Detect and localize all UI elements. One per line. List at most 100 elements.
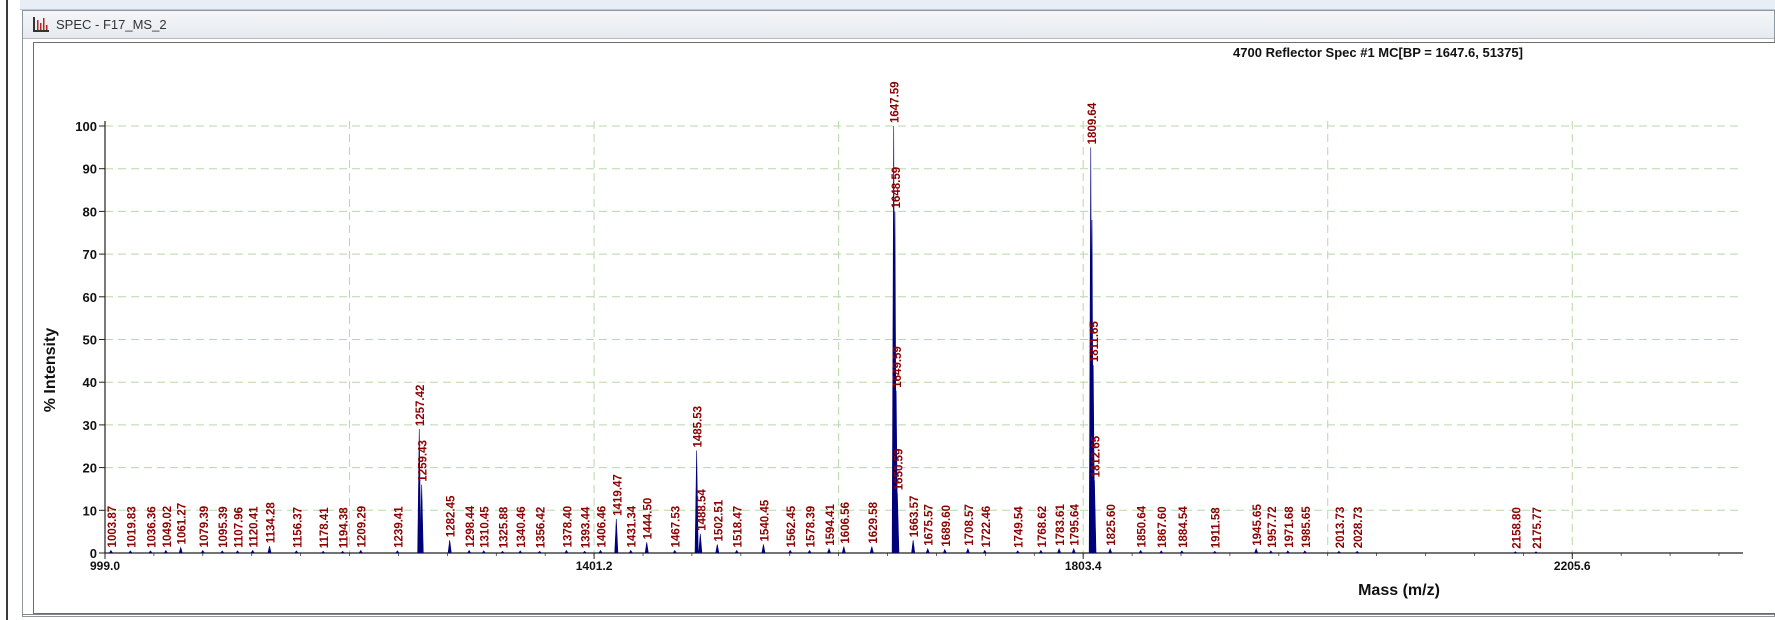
spectrum-peak xyxy=(1254,547,1259,554)
peak-label: 1134.28 xyxy=(266,502,278,544)
peak-label: 1502.51 xyxy=(713,499,725,541)
spectrum-peak xyxy=(1212,550,1218,554)
spectrum-icon xyxy=(33,17,49,32)
peak-label: 1259.43 xyxy=(418,440,430,482)
peak-label: 1257.42 xyxy=(415,385,427,427)
y-tick-label: 0 xyxy=(90,546,97,561)
x-tick-label: 1803.4 xyxy=(1065,559,1102,573)
spectrum-peak xyxy=(148,550,153,554)
plot-frame xyxy=(33,42,1775,614)
peak-label: 1825.60 xyxy=(1106,504,1118,546)
spectrum-trace xyxy=(108,125,1539,554)
peak-label: 1003.87 xyxy=(107,506,119,548)
spectrum-peak xyxy=(358,549,363,554)
peak-labels: 1003.87 1019.83 1036.36 1049.02 1061.27 1079.… xyxy=(107,81,1544,548)
spectrum-peak xyxy=(1015,550,1020,554)
spectrum-peak xyxy=(340,550,345,554)
y-tick-label: 60 xyxy=(83,290,97,305)
peak-label: 1884.54 xyxy=(1178,506,1190,548)
y-tick-label: 20 xyxy=(83,461,97,476)
spectrum-peak xyxy=(965,547,970,554)
spectrum-peak xyxy=(537,550,542,554)
window-titlebar[interactable]: SPEC - F17_MS_2 xyxy=(23,11,1774,39)
spectrum-peak xyxy=(447,540,452,554)
spectrum-peak xyxy=(841,546,846,554)
spectrum-peak xyxy=(827,547,832,554)
y-tick-label: 10 xyxy=(83,503,97,518)
spectrum-peak xyxy=(500,550,505,554)
y-tick-label: 30 xyxy=(83,418,97,433)
spectrum-peak xyxy=(419,484,424,554)
peak-label: 1178.41 xyxy=(319,507,331,549)
y-tick-label: 80 xyxy=(83,204,97,219)
peak-label: 1675.57 xyxy=(924,504,936,546)
peak-label: 1107.96 xyxy=(233,507,245,548)
peak-label: 1061.27 xyxy=(177,503,189,545)
spectrum-peak xyxy=(220,550,225,554)
spectrum-peak xyxy=(1533,551,1539,554)
spectrum-peak xyxy=(128,550,133,554)
x-tick-label: 2205.6 xyxy=(1554,559,1591,573)
peak-label: 1957.72 xyxy=(1267,506,1279,548)
spectrum-peak xyxy=(672,549,677,554)
peak-label: 1971.68 xyxy=(1284,506,1296,548)
window-bottom-border xyxy=(22,614,1775,615)
spectrum-peak xyxy=(1138,549,1143,554)
spectrum-peak xyxy=(715,544,720,554)
peak-label: 1325.88 xyxy=(498,506,510,548)
y-tick-label: 40 xyxy=(83,375,97,390)
peak-label: 1282.45 xyxy=(446,495,458,537)
spectrum-peak xyxy=(466,549,472,554)
outer-window-left-edge xyxy=(0,0,20,620)
spectrum-peak xyxy=(417,429,422,554)
spectrum-peak xyxy=(178,546,183,554)
spectrum-peak xyxy=(1179,550,1185,554)
peak-label: 1406.46 xyxy=(596,506,608,548)
peak-label: 2013.73 xyxy=(1335,507,1347,549)
peak-label: 1485.53 xyxy=(693,406,705,448)
spectrum-peak xyxy=(982,549,987,554)
spectrum-peak xyxy=(235,550,240,554)
peak-label: 2175.77 xyxy=(1532,507,1544,549)
spectrum-peak xyxy=(564,549,569,554)
spectrum-peak xyxy=(518,550,523,554)
peak-label: 1194.38 xyxy=(339,507,351,549)
peak-label: 1945.65 xyxy=(1252,504,1264,546)
spectrum-peak xyxy=(1108,547,1113,554)
spectrum-peak xyxy=(294,550,299,554)
peak-label: 1518.47 xyxy=(733,506,745,548)
peak-label: 1356.42 xyxy=(536,507,548,549)
spectrum-peak xyxy=(1354,550,1360,554)
spectrum-window: SPEC - F17_MS_2 xyxy=(22,10,1775,617)
x-tick-label: 999.0 xyxy=(90,559,120,573)
peak-label: 1036.36 xyxy=(146,506,158,548)
spectrum-peak xyxy=(614,518,619,554)
peak-label: 1708.57 xyxy=(964,504,976,546)
peak-label: 1079.39 xyxy=(199,506,211,548)
peak-label: 1606.56 xyxy=(840,502,852,544)
peak-label: 1488.54 xyxy=(696,489,708,531)
chart-title: 4700 Reflector Spec #1 MC[BP = 1647.6, 5… xyxy=(1233,45,1523,60)
peak-label: 1209.29 xyxy=(357,506,369,548)
spectrum-peak xyxy=(1285,550,1291,554)
peak-label: 1467.53 xyxy=(671,506,683,548)
peak-label: 1985.65 xyxy=(1301,506,1313,548)
spectrum-peak xyxy=(734,549,739,554)
spectrum-peak xyxy=(582,550,587,554)
spectrum-peak xyxy=(1159,550,1164,554)
peak-label: 1594.41 xyxy=(825,504,837,546)
spectrum-peak xyxy=(895,493,900,554)
spectrum-peak xyxy=(200,549,205,554)
peak-label: 1444.50 xyxy=(643,498,655,540)
spectrum-peak xyxy=(925,547,930,554)
spectrum-peak xyxy=(1302,550,1307,554)
peak-label: 1120.41 xyxy=(249,506,261,548)
spectrum-peak xyxy=(250,549,255,554)
spectrum-peak xyxy=(698,533,703,554)
peak-label: 1768.62 xyxy=(1037,506,1049,548)
spectrum-peak xyxy=(628,549,633,554)
peak-label: 1749.54 xyxy=(1014,506,1026,548)
peak-label: 1663.57 xyxy=(909,496,921,538)
x-axis-label: Mass (m/z) xyxy=(1358,582,1440,599)
